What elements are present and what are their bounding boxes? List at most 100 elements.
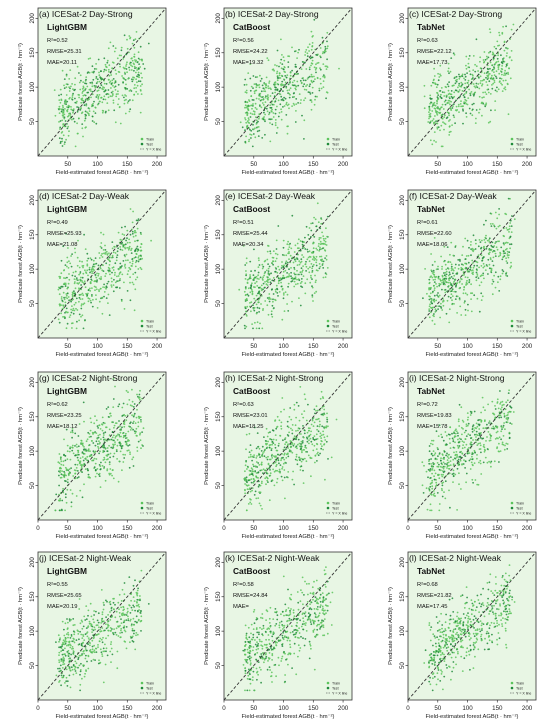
train-point xyxy=(264,113,266,116)
train-point xyxy=(508,237,511,240)
train-point xyxy=(269,95,272,97)
test-point xyxy=(475,430,478,433)
test-point xyxy=(64,480,66,482)
train-point xyxy=(316,438,319,440)
train-point xyxy=(256,277,259,280)
test-point xyxy=(136,75,138,78)
test-point xyxy=(428,298,431,301)
test-point xyxy=(79,109,82,111)
train-point xyxy=(504,428,506,431)
legend-train-marker xyxy=(140,501,144,505)
train-point xyxy=(479,67,482,70)
test-point xyxy=(302,425,304,427)
test-point xyxy=(259,80,262,82)
rmse-label: RMSE=22.60 xyxy=(417,231,452,237)
train-point xyxy=(283,78,285,81)
test-point xyxy=(93,85,96,87)
train-point xyxy=(472,74,474,77)
train-point xyxy=(490,76,493,79)
test-point xyxy=(100,461,102,464)
test-point xyxy=(300,465,303,468)
train-point xyxy=(62,491,65,494)
test-point xyxy=(79,271,82,273)
train-point xyxy=(296,269,298,272)
train-point xyxy=(495,431,498,434)
train-point xyxy=(471,259,474,262)
train-point xyxy=(295,110,297,112)
legend-line-label: Y = X line xyxy=(332,330,347,334)
train-point xyxy=(466,269,469,272)
train-point xyxy=(138,396,141,398)
test-point xyxy=(284,448,287,451)
train-point xyxy=(61,140,64,143)
train-point xyxy=(93,457,96,460)
train-point xyxy=(493,71,495,73)
train-point xyxy=(65,501,68,504)
y-tick-label: 150 xyxy=(215,229,222,240)
train-point xyxy=(247,484,250,487)
train-point xyxy=(255,312,258,315)
train-point xyxy=(462,421,465,423)
train-point xyxy=(440,279,442,282)
train-point xyxy=(437,277,440,280)
train-point xyxy=(431,487,434,490)
test-point xyxy=(303,138,305,140)
train-point xyxy=(486,239,489,242)
train-point xyxy=(441,309,444,311)
train-point xyxy=(131,281,134,284)
test-point xyxy=(279,279,281,282)
train-point xyxy=(320,440,323,442)
train-point xyxy=(483,450,486,453)
train-point xyxy=(248,100,251,102)
train-point xyxy=(262,98,265,101)
test-point xyxy=(96,425,99,427)
train-point xyxy=(109,412,111,415)
train-point xyxy=(284,437,287,439)
train-point xyxy=(139,389,141,392)
train-point xyxy=(101,252,103,255)
train-point xyxy=(301,451,303,454)
train-point xyxy=(105,69,108,72)
train-point xyxy=(66,444,69,447)
test-point xyxy=(459,455,462,458)
train-point xyxy=(134,60,137,63)
train-point xyxy=(465,423,468,426)
test-point xyxy=(61,509,63,512)
test-point xyxy=(499,77,501,80)
test-point xyxy=(110,446,113,449)
train-point xyxy=(57,461,60,464)
train-point xyxy=(443,289,446,291)
train-point xyxy=(242,245,245,247)
train-point xyxy=(505,260,508,262)
train-point xyxy=(119,425,121,428)
train-point xyxy=(125,83,127,86)
train-point xyxy=(470,461,473,464)
train-point xyxy=(262,452,264,454)
test-point xyxy=(301,240,304,243)
test-point xyxy=(250,285,253,288)
test-point xyxy=(115,286,117,289)
legend-line-label: Y = X line xyxy=(146,512,161,516)
train-point xyxy=(465,87,467,90)
test-point xyxy=(471,108,474,111)
train-point xyxy=(244,464,247,467)
train-point xyxy=(296,282,299,285)
test-point xyxy=(300,447,302,450)
train-point xyxy=(288,107,290,110)
train-point xyxy=(98,80,101,83)
train-point xyxy=(68,90,71,92)
train-point xyxy=(65,83,68,85)
test-point xyxy=(69,447,71,450)
train-point xyxy=(267,244,269,247)
train-point xyxy=(114,271,116,274)
train-point xyxy=(139,89,142,91)
test-point xyxy=(290,275,292,278)
train-point xyxy=(509,222,512,224)
train-point xyxy=(484,409,486,412)
train-point xyxy=(479,442,481,445)
train-point xyxy=(245,83,248,86)
test-point xyxy=(70,501,73,504)
test-point xyxy=(274,112,277,115)
train-point xyxy=(322,235,325,238)
train-point xyxy=(137,51,140,54)
